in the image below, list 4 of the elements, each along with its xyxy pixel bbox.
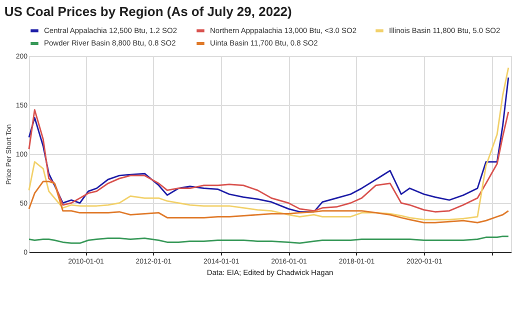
line-series <box>28 236 510 244</box>
line-series <box>28 180 510 224</box>
line-series <box>28 109 510 213</box>
chart-title: US Coal Prices by Region (As of July 29, 2022) <box>4 4 292 19</box>
